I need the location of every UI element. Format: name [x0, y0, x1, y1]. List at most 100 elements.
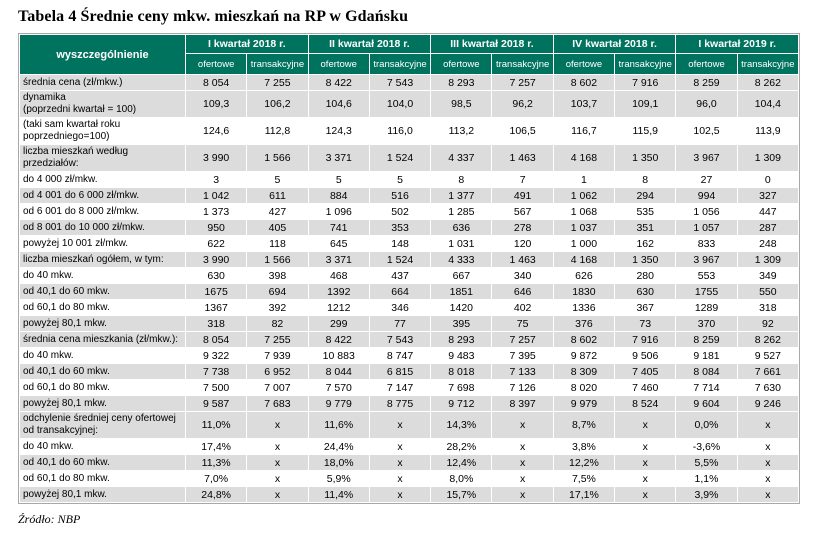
value-cell: 1367 — [184, 299, 248, 316]
value-cell: 7 698 — [430, 379, 493, 396]
value-cell: 1 042 — [184, 187, 248, 204]
row-label: średnia cena mieszkania (zł/mkw.): — [19, 331, 186, 348]
value-cell: 8 044 — [307, 363, 370, 380]
column-subheader-ofertowe-q1: ofertowe — [184, 53, 248, 75]
value-cell: 15,7% — [430, 486, 493, 503]
value-cell: 11,4% — [307, 486, 370, 503]
value-cell: 553 — [675, 267, 738, 284]
value-cell: 106,5 — [491, 117, 554, 145]
table-row: od 60,1 do 80 mkw. 7 500 7 007 7 570 7 147 7 … — [19, 379, 800, 396]
value-cell: 294 — [614, 187, 677, 204]
value-cell: 1 463 — [491, 144, 554, 172]
value-cell: 741 — [307, 219, 370, 236]
value-cell: 611 — [246, 187, 309, 204]
value-cell: 4 333 — [430, 251, 493, 268]
value-cell: 1336 — [552, 299, 616, 316]
value-cell: 7 714 — [675, 379, 738, 396]
value-cell: 4 168 — [552, 251, 616, 268]
value-cell: x — [246, 438, 309, 455]
value-cell: 12,4% — [430, 454, 493, 471]
column-subheader-transakcyjne-q2: transakcyjne — [368, 53, 432, 75]
value-cell: 8 293 — [430, 331, 493, 348]
value-cell: x — [246, 470, 309, 487]
value-cell: 8 602 — [552, 331, 616, 348]
value-cell: 287 — [736, 219, 800, 236]
row-label: od 40,1 do 60 mkw. — [19, 283, 186, 300]
value-cell: 280 — [614, 267, 677, 284]
value-cell: 0,0% — [675, 411, 738, 439]
value-cell: x — [246, 454, 309, 471]
value-cell: x — [736, 438, 800, 455]
row-label: średnia cena (zł/mkw.) — [19, 74, 186, 91]
column-header-quarter-5: I kwartał 2019 r. — [675, 34, 799, 54]
value-cell: 7 916 — [614, 74, 677, 91]
value-cell: 664 — [368, 283, 432, 300]
value-cell: 124,3 — [307, 117, 370, 145]
value-cell: 0 — [736, 171, 800, 188]
value-cell: 1 031 — [430, 235, 493, 252]
value-cell: 11,0% — [184, 411, 248, 439]
value-cell: 346 — [368, 299, 432, 316]
value-cell: x — [368, 486, 432, 503]
value-cell: 1 566 — [246, 144, 309, 172]
table-row: od 60,1 do 80 mkw. 7,0% x 5,9% x 8,0% x 7,5% x 1,… — [19, 470, 800, 487]
value-cell: 73 — [614, 315, 677, 332]
value-cell: 1 524 — [368, 144, 432, 172]
value-cell: 7 133 — [491, 363, 554, 380]
value-cell: 1 373 — [184, 203, 248, 220]
value-cell: 367 — [614, 299, 677, 316]
value-cell: 402 — [491, 299, 554, 316]
value-cell: 1 062 — [552, 187, 616, 204]
column-subheader-transakcyjne-q4: transakcyjne — [614, 53, 677, 75]
value-cell: 3 990 — [184, 251, 248, 268]
table-row: od 40,1 do 60 mkw. 11,3% x 18,0% x 12,4% x 12,2… — [19, 454, 800, 471]
value-cell: 3,9% — [675, 486, 738, 503]
value-cell: 4 168 — [552, 144, 616, 172]
value-cell: 11,6% — [307, 411, 370, 439]
value-cell: 7 738 — [184, 363, 248, 380]
value-cell: 5,5% — [675, 454, 738, 471]
value-cell: 148 — [368, 235, 432, 252]
page: Tabela 4 Średnie ceny mkw. mieszkań na R… — [18, 8, 800, 526]
value-cell: 4 337 — [430, 144, 493, 172]
value-cell: 1212 — [307, 299, 370, 316]
value-cell: 550 — [736, 283, 800, 300]
value-cell: 1392 — [307, 283, 370, 300]
value-cell: 1 068 — [552, 203, 616, 220]
value-cell: 9 587 — [184, 395, 248, 412]
value-cell: 8 054 — [184, 74, 248, 91]
value-cell: -3,6% — [675, 438, 738, 455]
value-cell: 17,4% — [184, 438, 248, 455]
row-label: powyżej 80,1 mkw. — [19, 395, 186, 412]
value-cell: x — [491, 411, 554, 439]
value-cell: 104,0 — [368, 90, 432, 118]
value-cell: x — [491, 470, 554, 487]
column-subheader-ofertowe-q4: ofertowe — [552, 53, 616, 75]
value-cell: 8 747 — [368, 347, 432, 364]
value-cell: 1 — [552, 171, 616, 188]
table-body: średnia cena (zł/mkw.) 8 054 7 255 8 422 7 5… — [19, 74, 800, 503]
column-subheader-ofertowe-q2: ofertowe — [307, 53, 370, 75]
column-subheader-transakcyjne-q3: transakcyjne — [491, 53, 554, 75]
value-cell: 3 967 — [675, 251, 738, 268]
value-cell: 7 683 — [246, 395, 309, 412]
value-cell: 9 527 — [736, 347, 800, 364]
value-cell: 3 990 — [184, 144, 248, 172]
value-cell: x — [614, 411, 677, 439]
table-row: odchylenie średniej ceny ofertowej od tr… — [19, 411, 800, 439]
value-cell: 9 872 — [552, 347, 616, 364]
value-cell: x — [491, 454, 554, 471]
table-row: powyżej 10 001 zł/mkw. 622 118 645 148 1 031 1… — [19, 235, 800, 252]
value-cell: 28,2% — [430, 438, 493, 455]
value-cell: 8 262 — [736, 331, 800, 348]
value-cell: 1 309 — [736, 251, 800, 268]
table-row: (taki sam kwartał roku poprzedniego=100)… — [19, 117, 800, 145]
value-cell: 7 255 — [246, 331, 309, 348]
value-cell: 8,7% — [552, 411, 616, 439]
table-row: powyżej 80,1 mkw. 318 82 299 77 395 75 376 73 370… — [19, 315, 800, 332]
value-cell: 102,5 — [675, 117, 738, 145]
value-cell: 24,8% — [184, 486, 248, 503]
row-label: od 40,1 do 60 mkw. — [19, 363, 186, 380]
row-label: odchylenie średniej ceny ofertowej od tr… — [19, 411, 186, 439]
value-cell: 502 — [368, 203, 432, 220]
